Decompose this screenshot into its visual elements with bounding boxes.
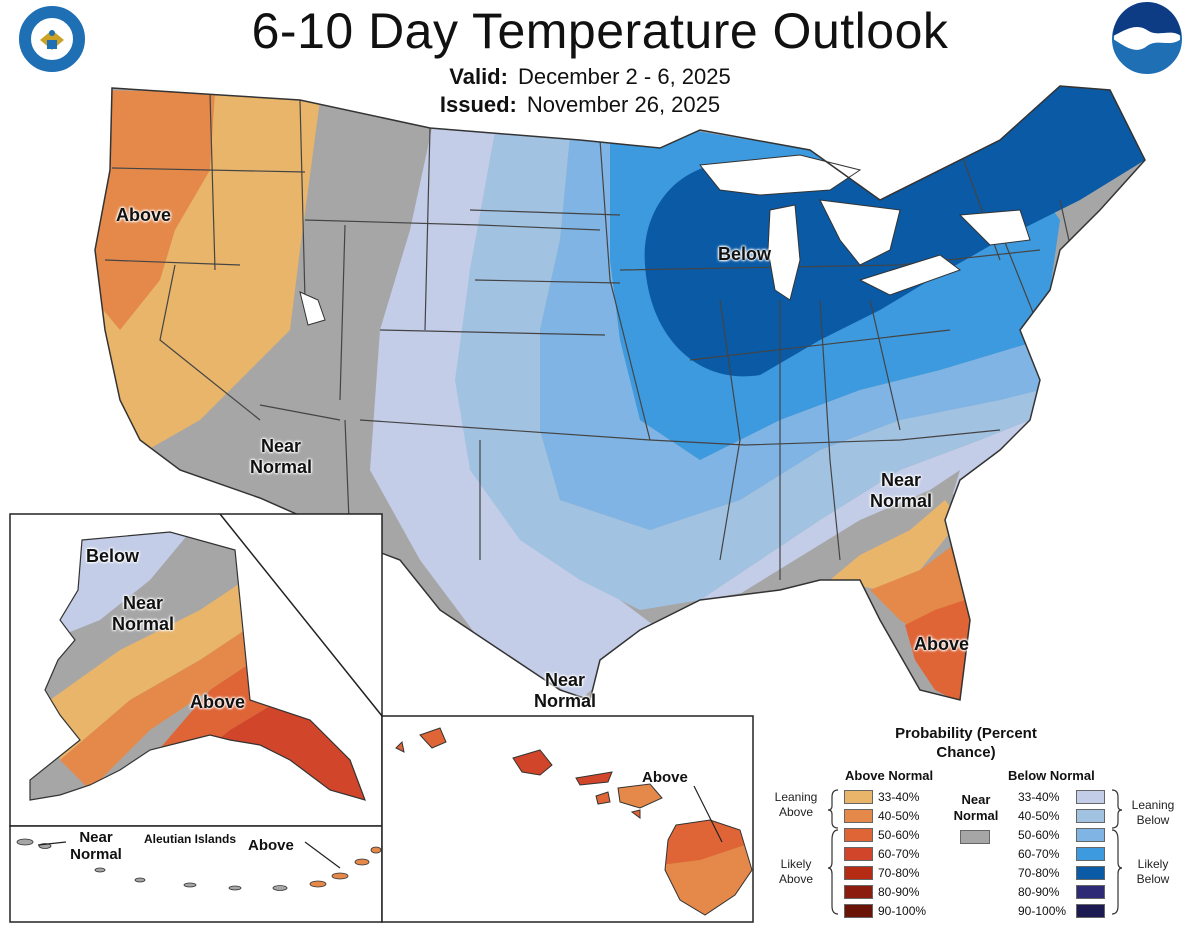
hawaii-islands [395,727,663,819]
legend-above-range: 90-100% [878,904,927,918]
aleutian-inset-frame [9,825,383,923]
legend-above-range: 50-60% [878,828,920,842]
legend-above-range: 80-90% [878,885,920,899]
label-alaska-below: Below [86,546,140,566]
label-florida-above: Above [914,634,970,654]
label-conus-near-normal-se: Near Normal [869,470,932,511]
issued-value: November 26, 2025 [526,92,721,117]
legend-below-swatch [1076,790,1105,804]
legend-below-swatch [1076,828,1105,842]
issued-label: Issued: [439,92,517,117]
aleutian-near-pointer [37,841,67,846]
legend-near-normal-label: Near Normal [953,792,999,823]
hawaii-above-pointer [693,785,723,843]
region-southeast-near-normal [730,470,960,600]
legend-below-swatch [1076,885,1105,899]
label-hawaii-above: Above [642,769,688,786]
legend-below-range: 40-50% [1018,809,1060,823]
label-alaska-near-normal: Near Normal [111,593,174,634]
legend-above-range: 33-40% [878,790,920,804]
legend-above-swatch [844,904,873,918]
legend-above-swatch [844,866,873,880]
legend-below-range: 80-90% [1018,885,1060,899]
legend-above-range: 60-70% [878,847,920,861]
legend-below-swatch [1076,847,1105,861]
label-conus-above: Above [116,205,172,225]
alaska-above-40-50 [60,620,270,790]
label-conus-near-normal-tx: Near Normal [533,670,596,711]
legend-above-swatch [844,885,873,899]
great-lakes [699,154,1031,301]
label-conus-below: Below [718,244,772,264]
legend-above-range: 40-50% [878,809,920,823]
legend-above-swatch [844,828,873,842]
legend-below-range: 70-80% [1018,866,1060,880]
alaska-above-33-40 [50,580,260,760]
dept-commerce-seal [17,4,87,74]
conus-state-lines [104,93,1081,580]
alaska-outline [29,531,366,801]
legend-likely-above: Likely Above [778,857,814,886]
legend-above-swatch [844,790,873,804]
legend-below-header: Below Normal [1008,768,1095,783]
big-island-outline [664,819,753,916]
legend-above-header: Above Normal [845,768,934,783]
region-midwest-below-50-60 [540,136,1040,530]
issued-date: Issued: November 26, 2025 [0,92,1180,118]
legend-below-swatch [1076,809,1105,823]
region-southeast-below-33-40 [700,420,1030,600]
conus-outline [94,85,1146,701]
legend-below-range: 60-70% [1018,847,1060,861]
region-southeast-above-33-40 [830,500,960,590]
label-alaska-above: Above [190,692,246,712]
noaa-logo-text: NOAA [1134,32,1161,42]
legend-above-range: 70-80% [878,866,920,880]
legend-below-range: 33-40% [1018,790,1060,804]
region-florida-above-50-60 [905,600,980,700]
legend-leaning-above: Leaning Above [774,790,818,819]
legend-likely-below: Likely Below [1136,857,1170,886]
region-plains-below-33-40 [370,128,660,700]
noaa-logo: NOAA [1112,2,1182,74]
legend-near-normal-swatch [960,830,990,844]
great-salt-lake [299,291,326,326]
legend-above-swatch [844,847,873,861]
legend-below-swatch [1076,904,1105,918]
alaska-inset-connector [219,513,383,717]
legend-below-range: 50-60% [1018,828,1060,842]
legend-below-range: 90-100% [1018,904,1067,918]
valid-dates: Valid: December 2 - 6, 2025 [0,64,1190,90]
valid-label: Valid: [449,64,508,89]
legend-leaning-below: Leaning Below [1131,798,1175,827]
legend-above-swatch [844,809,873,823]
label-aleutian-above: Above [248,837,294,854]
valid-value: December 2 - 6, 2025 [517,64,731,89]
label-aleutian-title: Aleutian Islands [144,832,237,846]
legend-below-swatch [1076,866,1105,880]
map-title: 6-10 Day Temperature Outlook [251,3,949,59]
legend-title: Probability (Percent Chance) [895,725,1037,761]
region-northwest-above-40-50 [95,90,215,330]
region-central-below-40-50 [455,132,1040,610]
label-aleutian-near-normal: Near Normal [70,829,122,863]
label-conus-near-normal-sw: Near Normal [249,436,312,477]
aleutian-island-chain [16,838,382,891]
aleutian-above-pointer [304,841,341,869]
